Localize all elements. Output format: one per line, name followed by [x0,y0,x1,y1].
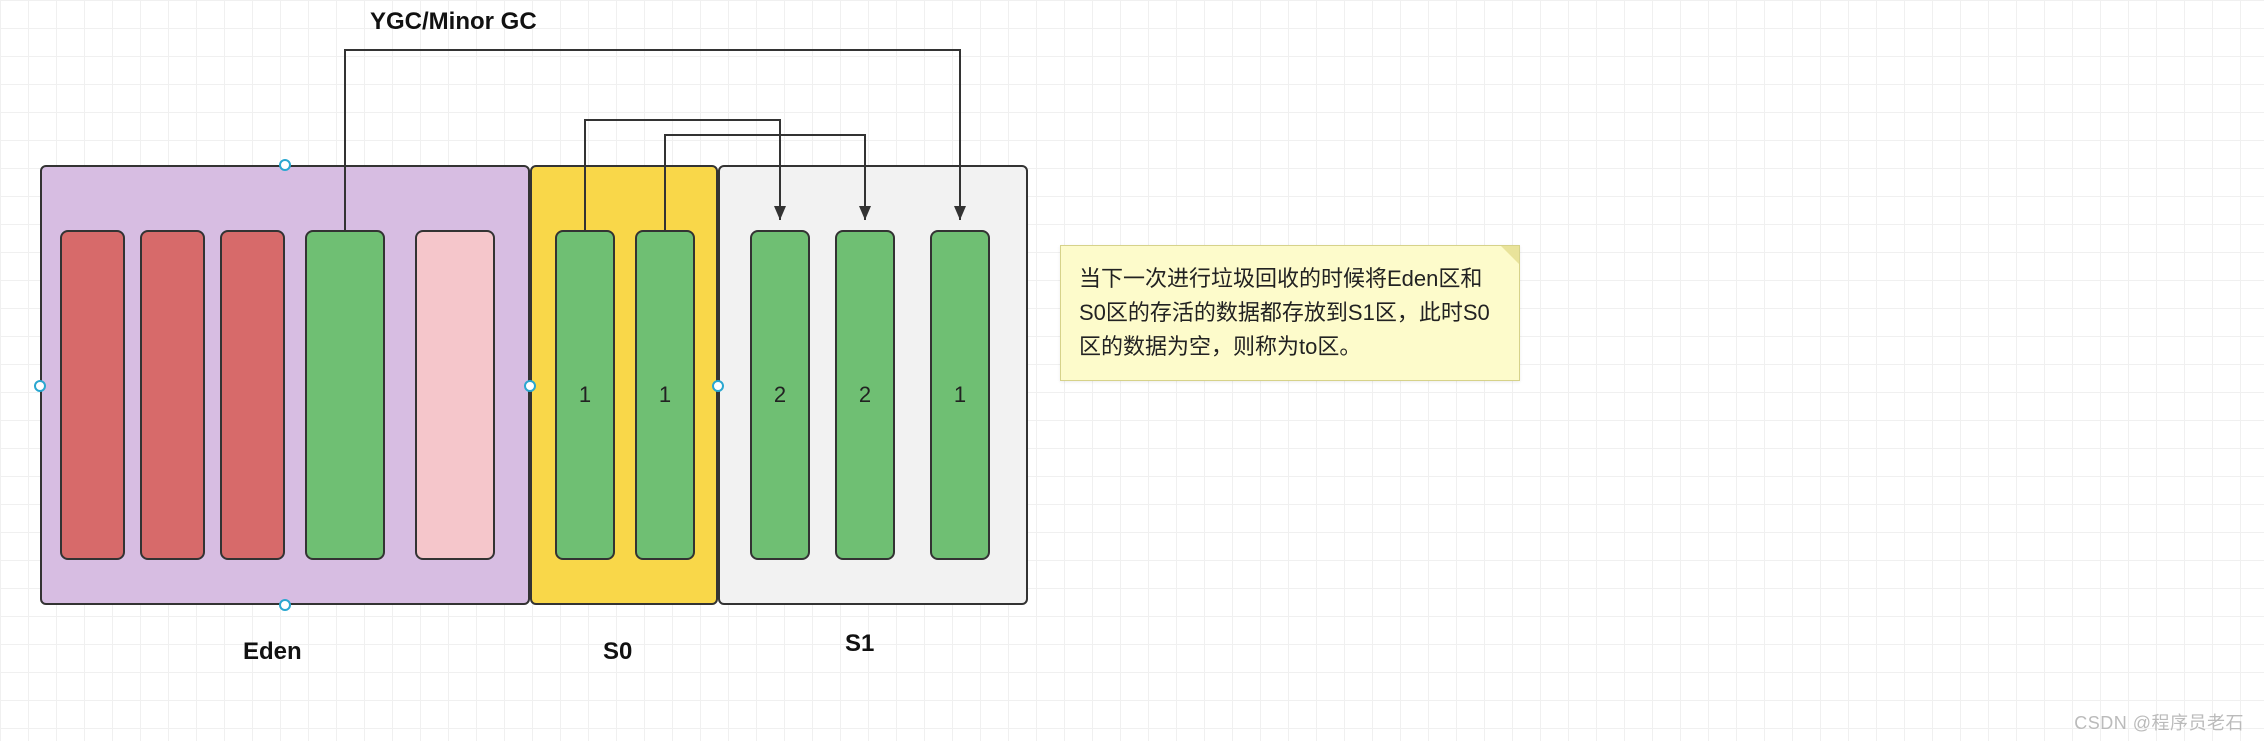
slot-eden-3 [220,230,285,560]
slot-s0-1: 1 [555,230,615,560]
selection-handle[interactable] [279,599,291,611]
label-eden: Eden [243,638,302,666]
selection-handle[interactable] [34,380,46,392]
selection-handle[interactable] [279,159,291,171]
selection-handle[interactable] [712,380,724,392]
watermark: CSDN @程序员老石 [2074,709,2244,735]
slot-label: 1 [659,382,671,408]
label-s0: S0 [603,638,632,666]
diagram-title: YGC/Minor GC [370,8,537,36]
slot-eden-4 [305,230,385,560]
slot-label: 1 [579,382,591,408]
slot-eden-2 [140,230,205,560]
explanation-note: 当下一次进行垃圾回收的时候将Eden区和S0区的存活的数据都存放到S1区，此时S… [1060,245,1520,381]
slot-label: 1 [954,382,966,408]
slot-label: 2 [774,382,786,408]
slot-s1-2: 2 [835,230,895,560]
slot-eden-5 [415,230,495,560]
selection-handle[interactable] [524,380,536,392]
slot-label: 2 [859,382,871,408]
slot-eden-1 [60,230,125,560]
slot-s1-3: 1 [930,230,990,560]
label-s1: S1 [845,630,874,658]
slot-s0-2: 1 [635,230,695,560]
diagram-stage: YGC/Minor GC Eden S0 S1 1 1 2 2 1 当下一次进行垃圾回收… [0,0,2264,741]
explanation-note-text: 当下一次进行垃圾回收的时候将Eden区和S0区的存活的数据都存放到S1区，此时S… [1079,266,1490,359]
slot-s1-1: 2 [750,230,810,560]
